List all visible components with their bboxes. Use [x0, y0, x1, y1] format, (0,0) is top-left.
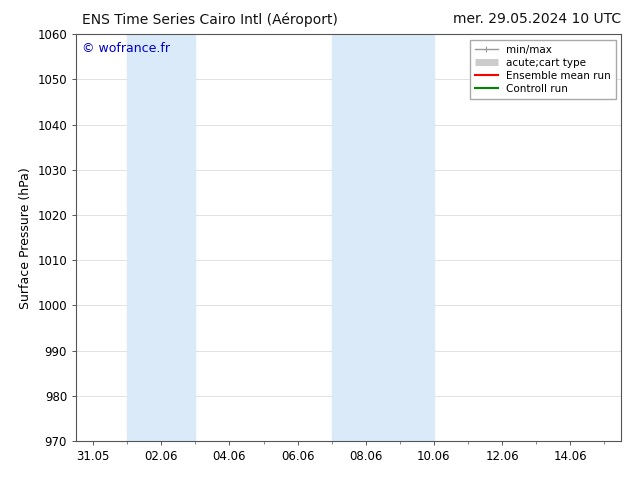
Text: ENS Time Series Cairo Intl (Aéroport): ENS Time Series Cairo Intl (Aéroport) [82, 12, 339, 27]
Text: © wofrance.fr: © wofrance.fr [82, 43, 169, 55]
Bar [127, 34, 195, 441]
Bar [332, 34, 434, 441]
Y-axis label: Surface Pressure (hPa): Surface Pressure (hPa) [19, 167, 32, 309]
Legend: min/max, acute;cart type, Ensemble mean run, Controll run: min/max, acute;cart type, Ensemble mean … [470, 40, 616, 99]
Text: mer. 29.05.2024 10 UTC: mer. 29.05.2024 10 UTC [453, 12, 621, 26]
